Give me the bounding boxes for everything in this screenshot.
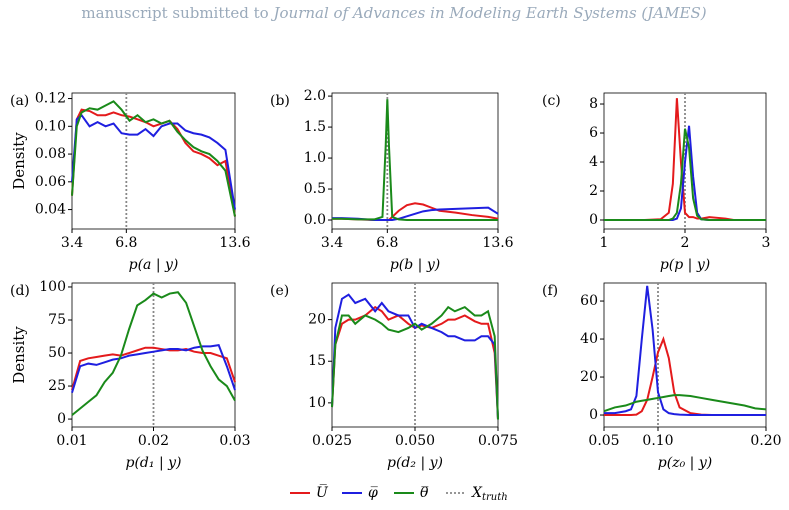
y-tick-label: 0.12 <box>35 91 66 107</box>
panel-label: (f) <box>542 283 558 299</box>
y-tick-label: 6 <box>589 125 598 141</box>
header-prefix: manuscript submitted to <box>81 4 268 22</box>
y-tick-label: 4 <box>589 154 598 170</box>
x-tick-label: 2 <box>681 235 690 251</box>
series-line <box>332 206 499 222</box>
x-tick-label: 3.4 <box>321 235 343 251</box>
y-tick-label: 0 <box>589 212 598 228</box>
series-line <box>604 285 766 417</box>
legend-label: φ̅ <box>368 485 378 501</box>
header: manuscript submitted to Journal of Advan… <box>81 4 706 22</box>
series-line <box>331 293 499 420</box>
header-journal: Journal of Advances in Modeling Earth Sy… <box>271 4 707 22</box>
x-tick-label: 0.01 <box>56 433 87 449</box>
x-tick-label: 3 <box>762 235 771 251</box>
x-tick-label: 6.8 <box>115 235 137 251</box>
series-line <box>603 394 767 413</box>
y-tick-label: 2.0 <box>304 88 326 104</box>
series-line <box>71 108 236 217</box>
y-tick-label: 0.0 <box>304 212 326 228</box>
y-tick-label: 100 <box>39 279 66 295</box>
series-line <box>604 128 766 222</box>
x-tick-label: 0.02 <box>138 433 169 449</box>
legend-label: U̅ <box>316 482 329 501</box>
y-tick-label: 0.08 <box>35 146 66 162</box>
legend-label: θ̅ <box>420 485 429 501</box>
y-tick-label: 60 <box>580 293 598 309</box>
legend-label-main: X <box>471 485 483 501</box>
y-tick-label: 15 <box>308 353 326 369</box>
panel-label: (a) <box>10 93 29 109</box>
x-tick-label: 0.20 <box>750 433 781 449</box>
y-tick-label: 0 <box>589 407 598 423</box>
y-tick-label: 10 <box>308 395 326 411</box>
x-axis-label: p(d₂ | y) <box>387 455 443 471</box>
panel-label: (c) <box>542 93 561 109</box>
y-tick-label: 20 <box>308 312 326 328</box>
y-tick-label: 8 <box>589 96 598 112</box>
y-tick-label: 40 <box>580 331 598 347</box>
x-tick-label: 0.03 <box>219 433 250 449</box>
x-axis-label: p(b | y) <box>390 257 440 273</box>
y-tick-label: 2 <box>589 183 598 199</box>
plot-frame <box>71 92 236 230</box>
y-tick-label: 50 <box>48 345 66 361</box>
series-line <box>332 202 499 222</box>
y-axis-label: Density <box>10 326 28 384</box>
x-tick-label: 3.4 <box>61 235 83 251</box>
y-tick-label: 1.0 <box>304 150 326 166</box>
x-tick-label: 0.050 <box>395 433 435 449</box>
y-tick-label: 0.04 <box>35 202 66 218</box>
y-tick-label: 0.5 <box>304 181 326 197</box>
x-axis-label: p(a | y) <box>129 257 179 273</box>
x-tick-label: 1 <box>600 235 609 251</box>
series-line <box>604 98 766 222</box>
x-tick-label: 0.05 <box>588 433 619 449</box>
legend-label-sub: truth <box>482 492 508 503</box>
series-line <box>71 291 236 416</box>
series-line <box>71 100 236 217</box>
y-tick-label: 20 <box>580 369 598 385</box>
panel-label: (e) <box>270 283 289 299</box>
x-axis-label: p(z₀ | y) <box>658 455 712 471</box>
series-line <box>71 343 236 393</box>
x-axis-label: p(d₁ | y) <box>126 455 182 471</box>
x-tick-label: 0.075 <box>478 433 518 449</box>
x-tick-label: 6.8 <box>376 235 398 251</box>
series-line <box>71 346 236 391</box>
series-line <box>332 99 498 222</box>
series-line <box>71 113 236 210</box>
x-tick-label: 13.6 <box>219 235 250 251</box>
x-tick-label: 0.025 <box>312 433 352 449</box>
y-tick-label: 0 <box>57 411 66 427</box>
y-tick-label: 75 <box>48 312 66 328</box>
x-axis-label: p(p | y) <box>660 257 710 273</box>
y-tick-label: 0.10 <box>35 118 66 134</box>
y-tick-label: 1.5 <box>304 119 326 135</box>
y-tick-label: 0.06 <box>35 174 66 190</box>
series-line <box>331 305 499 420</box>
legend-label: Xtruth <box>471 485 508 503</box>
plot-frame <box>331 92 499 230</box>
y-tick-label: 25 <box>48 378 66 394</box>
y-axis-label: Density <box>10 132 28 190</box>
plot-frame <box>603 282 767 428</box>
panel-label: (d) <box>10 283 30 299</box>
panel-label: (b) <box>270 93 290 109</box>
x-tick-label: 13.6 <box>482 235 513 251</box>
x-tick-label: 0.10 <box>642 433 673 449</box>
